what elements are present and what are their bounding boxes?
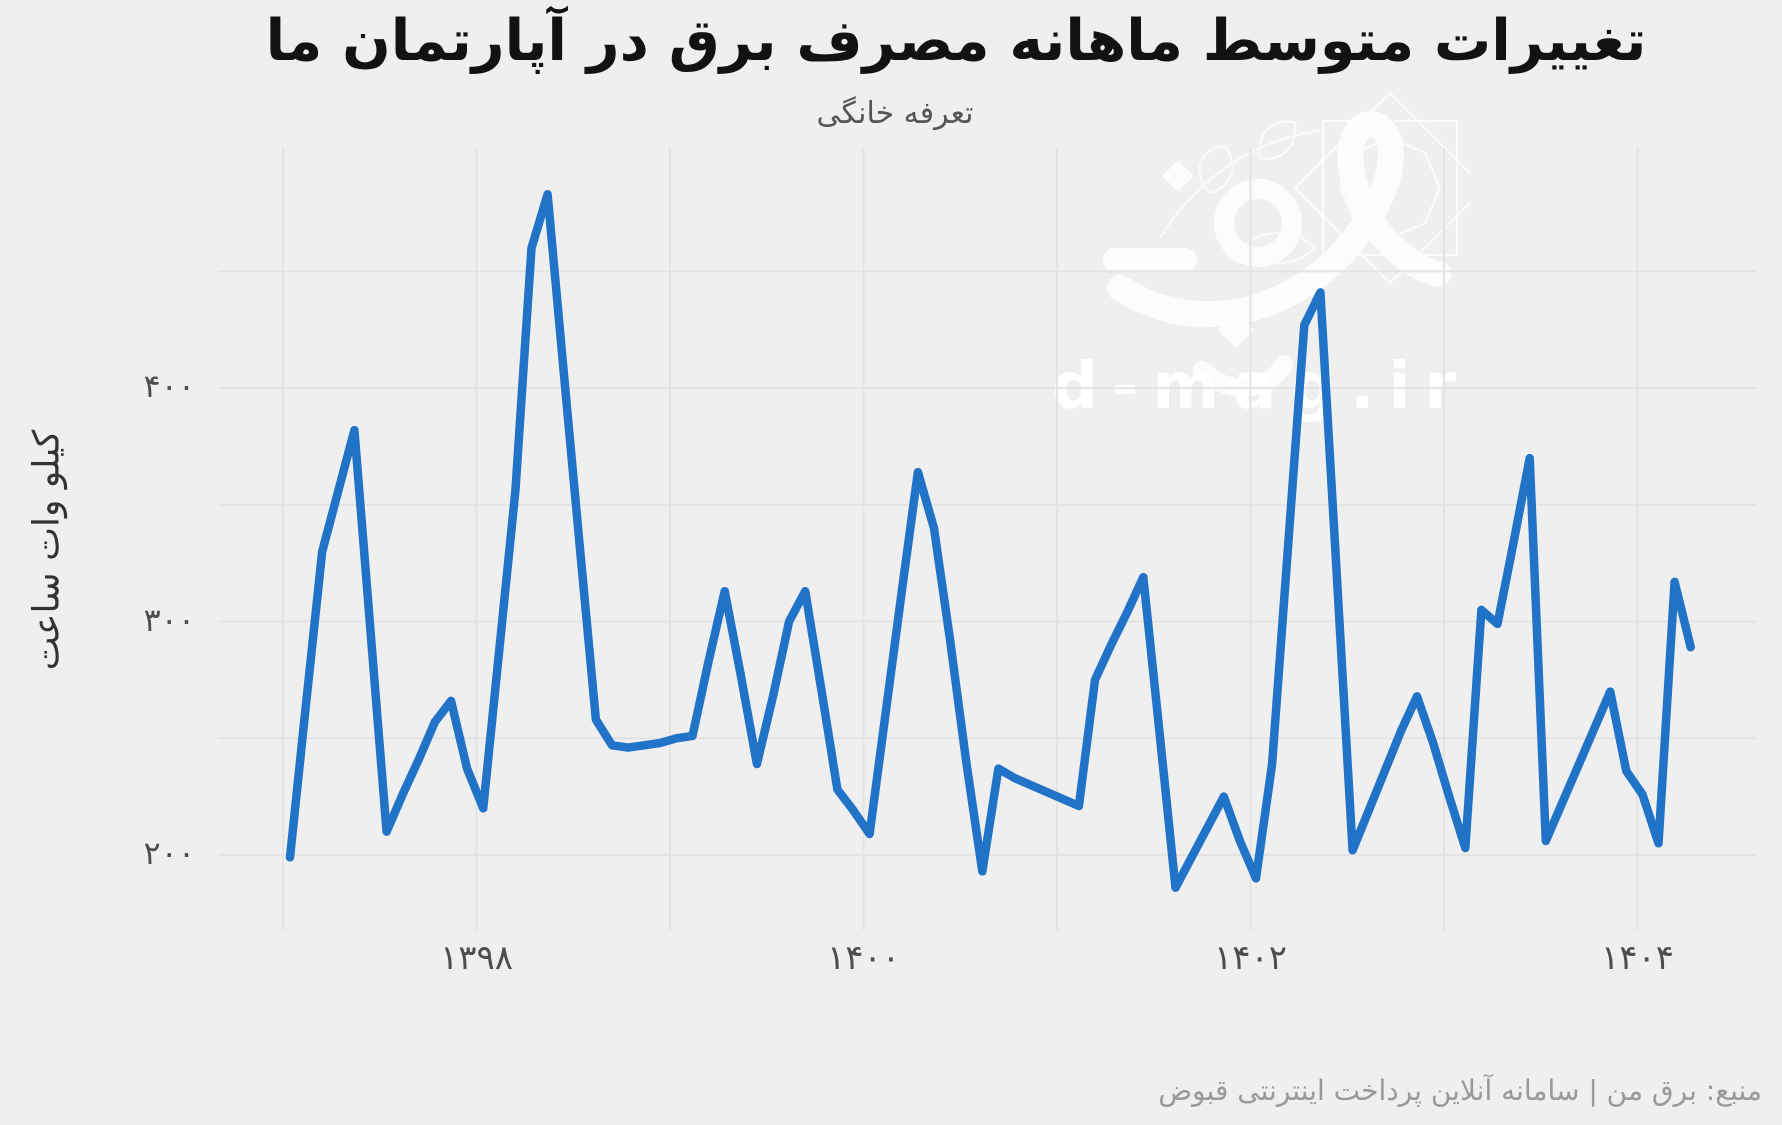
x-tick-label: ۱۴۰۴ — [1600, 938, 1675, 978]
x-tick-label: ۱۴۰۰ — [826, 938, 901, 978]
chart-subtitle: تعرفه خانگی — [816, 96, 974, 131]
chart-title: تغییرات متوسط ماهانه مصرف برق در آپارتما… — [265, 8, 1647, 74]
y-axis-label: کیلو وات ساعت — [26, 429, 68, 671]
watermark-text: d-mag.ir — [1052, 350, 1470, 424]
y-tick-label: ۲۰۰ — [143, 834, 195, 872]
x-tick-label: ۱۴۰۲ — [1213, 938, 1288, 978]
consumption-line — [285, 190, 1695, 892]
source-note: منبع: برق من | سامانه آنلاین پرداخت اینت… — [1158, 1074, 1762, 1107]
y-tick-label: ۳۰۰ — [143, 600, 195, 639]
x-tick-label: ۱۳۹۸ — [439, 938, 514, 978]
y-tick-label: ۴۰۰ — [143, 367, 195, 406]
